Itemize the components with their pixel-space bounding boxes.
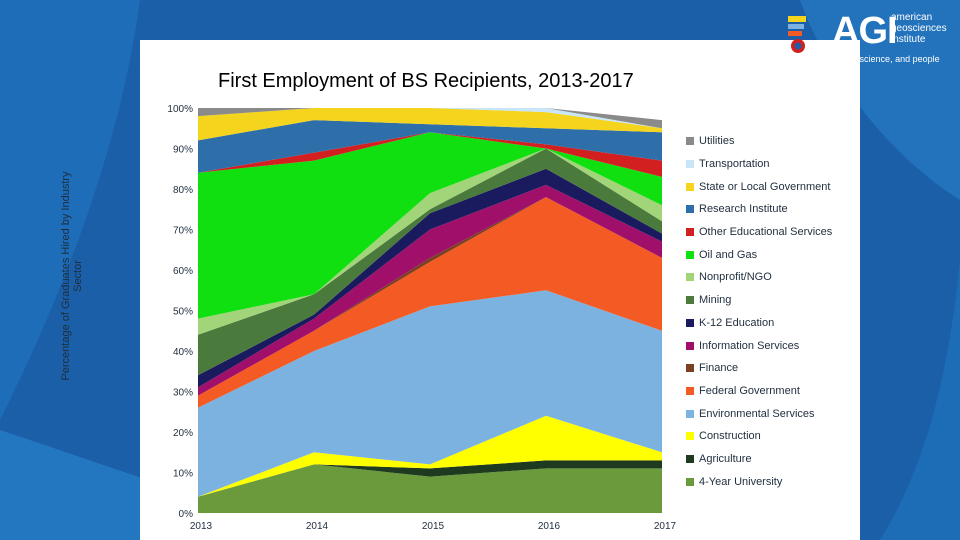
- y-tick-label: 20%: [173, 428, 193, 439]
- legend-swatch: [686, 454, 694, 463]
- y-tick-label: 100%: [167, 104, 193, 115]
- logo-subtitle-line: american: [891, 12, 933, 23]
- logo-subtitle-line: geosciences: [891, 23, 947, 34]
- legend-label: Transportation: [699, 158, 770, 171]
- y-tick-label: 10%: [173, 469, 193, 480]
- legend-item: State or Local Government: [686, 175, 846, 198]
- x-tick-label: 2015: [422, 521, 445, 532]
- legend-swatch: [686, 228, 694, 237]
- legend-label: Utilities: [699, 135, 735, 148]
- legend-swatch: [686, 160, 694, 169]
- legend-item: Federal Government: [686, 380, 846, 403]
- legend-swatch: [686, 137, 694, 146]
- legend-swatch: [686, 364, 694, 373]
- y-tick-label: 80%: [173, 185, 193, 196]
- legend-item: Construction: [686, 425, 846, 448]
- agi-logo: AGI american geosciences institute conne…: [788, 10, 953, 68]
- x-tick-label: 2014: [306, 521, 329, 532]
- legend-swatch: [686, 250, 694, 259]
- legend-swatch: [686, 341, 694, 350]
- legend-label: K-12 Education: [699, 316, 775, 329]
- legend-label: Mining: [699, 294, 732, 307]
- legend-item: Mining: [686, 289, 846, 312]
- legend-swatch: [686, 477, 694, 486]
- legend-swatch: [686, 386, 694, 395]
- area-4-year-university: [198, 464, 662, 513]
- agi-logo-icon: [788, 16, 806, 53]
- legend-label: Oil and Gas: [699, 248, 758, 261]
- area-research-institute: [198, 120, 662, 173]
- y-tick-label: 30%: [173, 388, 193, 399]
- legend-item: Other Educational Services: [686, 221, 846, 244]
- legend-item: Agriculture: [686, 448, 846, 471]
- area-nonprofit-ngo: [198, 148, 662, 335]
- area-construction: [198, 415, 662, 497]
- legend-label: Research Institute: [699, 203, 788, 216]
- legend-swatch: [686, 318, 694, 327]
- logo-name: AGI: [832, 10, 898, 52]
- logo-subtitle-line: institute: [891, 34, 926, 45]
- legend-label: Construction: [699, 430, 761, 443]
- legend-label: Nonprofit/NGO: [699, 271, 772, 284]
- x-axis-ticks: 2013 2014 2015 2016 2017: [190, 521, 677, 532]
- legend-label: Information Services: [699, 339, 800, 352]
- legend-label: State or Local Government: [699, 180, 831, 193]
- legend-label: Agriculture: [699, 452, 752, 465]
- legend-item: Utilities: [686, 130, 846, 153]
- y-tick-label: 0%: [179, 509, 194, 520]
- y-tick-label: 70%: [173, 226, 193, 237]
- chart-legend: Utilities Transportation State or Local Go…: [686, 130, 846, 493]
- legend-swatch: [686, 296, 694, 305]
- area-state-or-local-government: [198, 108, 662, 141]
- legend-swatch: [686, 273, 694, 282]
- legend-swatch: [686, 182, 694, 191]
- legend-item: 4-Year University: [686, 470, 846, 493]
- legend-item: Nonprofit/NGO: [686, 266, 846, 289]
- x-tick-label: 2013: [190, 521, 213, 532]
- y-tick-label: 40%: [173, 347, 193, 358]
- legend-item: Information Services: [686, 334, 846, 357]
- logo-tagline: connecting earth, science, and people: [788, 54, 940, 64]
- legend-item: Oil and Gas: [686, 243, 846, 266]
- legend-label: Environmental Services: [699, 407, 815, 420]
- legend-item: Finance: [686, 357, 846, 380]
- legend-label: Federal Government: [699, 384, 800, 397]
- logo-subtitle: american geosciences institute: [891, 12, 947, 45]
- x-tick-label: 2016: [538, 521, 561, 532]
- y-axis-ticks: 0% 10% 20% 30% 40% 50% 60% 70% 80% 90% 100%: [167, 104, 193, 520]
- legend-label: Finance: [699, 362, 739, 375]
- y-tick-label: 60%: [173, 266, 193, 277]
- y-axis-label: Percentage of Graduates Hired by Industr…: [60, 171, 84, 381]
- chart-areas: [198, 108, 662, 513]
- area-environmental-services: [198, 290, 662, 497]
- y-tick-label: 50%: [173, 307, 193, 318]
- y-tick-label: 90%: [173, 145, 193, 156]
- legend-swatch: [686, 205, 694, 214]
- area-oil-and-gas: [198, 132, 662, 319]
- legend-label: Other Educational Services: [699, 226, 833, 239]
- legend-label: 4-Year University: [699, 475, 783, 488]
- legend-swatch: [686, 432, 694, 441]
- legend-item: Transportation: [686, 153, 846, 176]
- area-agriculture: [198, 460, 662, 497]
- legend-item: Environmental Services: [686, 402, 846, 425]
- legend-swatch: [686, 409, 694, 418]
- area-federal-government: [198, 197, 662, 408]
- legend-item: Research Institute: [686, 198, 846, 221]
- legend-item: K-12 Education: [686, 312, 846, 335]
- x-tick-label: 2017: [654, 521, 677, 532]
- area-utilities: [198, 108, 662, 129]
- slide-title: First Employment of BS Recipients, 2013-…: [218, 70, 634, 92]
